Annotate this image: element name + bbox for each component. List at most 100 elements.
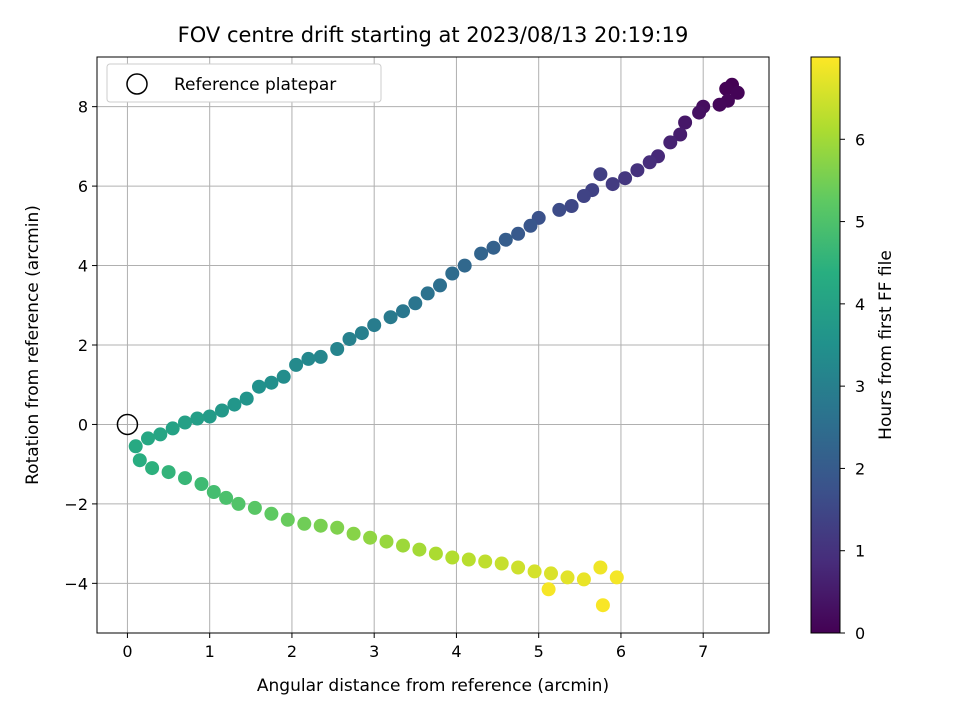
- data-point: [576, 189, 591, 203]
- data-point: [544, 566, 558, 581]
- data-point: [178, 415, 192, 430]
- data-point: [396, 538, 410, 553]
- data-point: [474, 246, 489, 261]
- data-point: [363, 530, 378, 545]
- data-point: [498, 232, 513, 247]
- data-point: [719, 81, 734, 96]
- data-point: [618, 171, 633, 186]
- data-point: [712, 97, 727, 112]
- data-point: [247, 500, 262, 515]
- chart-title: FOV centre drift starting at 2023/08/13 …: [178, 23, 689, 47]
- data-point: [379, 534, 394, 549]
- data-point: [663, 135, 678, 150]
- data-point: [132, 453, 147, 468]
- x-tick-label: 1: [205, 642, 215, 661]
- data-point: [354, 326, 369, 341]
- data-point: [420, 286, 435, 301]
- data-point: [593, 167, 608, 182]
- data-point: [289, 357, 304, 372]
- data-point: [206, 485, 221, 499]
- data-point: [178, 471, 192, 486]
- data-point: [445, 550, 460, 565]
- data-point: [313, 349, 328, 364]
- colorbar: 0 1 2 3 4 5 6 Hours from first FF file: [810, 56, 896, 643]
- data-point: [330, 342, 345, 356]
- x-tick-label: 6: [616, 642, 626, 661]
- data-point: [161, 465, 176, 480]
- x-tick-label: 5: [534, 642, 544, 661]
- data-point: [219, 490, 234, 505]
- y-tick-label: 0: [78, 415, 88, 434]
- y-tick-label: 2: [78, 336, 88, 355]
- x-axis-label: Angular distance from reference (arcmin): [257, 676, 609, 696]
- data-point: [202, 409, 217, 424]
- y-tick-label: 8: [78, 98, 88, 117]
- data-point: [297, 516, 312, 531]
- data-point: [494, 556, 509, 571]
- y-tick-label: −2: [64, 495, 88, 514]
- grid: [97, 57, 769, 633]
- y-axis-ticks: −4 −2 0 2 4 6 8: [64, 98, 97, 593]
- data-point: [642, 155, 657, 170]
- data-point: [396, 304, 410, 319]
- data-point: [511, 226, 526, 241]
- data-point: [215, 403, 229, 418]
- x-tick-label: 4: [451, 642, 461, 661]
- data-point: [445, 266, 460, 281]
- data-point: [630, 163, 645, 178]
- data-point: [433, 278, 447, 293]
- colorbar-tick-label: 0: [855, 624, 865, 643]
- data-point: [428, 546, 443, 561]
- data-point: [412, 542, 427, 557]
- legend-label: Reference platepar: [174, 75, 336, 95]
- data-point: [523, 218, 538, 233]
- data-point: [145, 461, 160, 476]
- data-point: [673, 127, 688, 142]
- data-point: [153, 427, 168, 442]
- data-point: [264, 506, 279, 521]
- data-point: [541, 582, 556, 597]
- data-point: [383, 310, 398, 325]
- data-point: [264, 375, 279, 390]
- data-point: [478, 554, 493, 569]
- x-tick-label: 2: [287, 642, 297, 661]
- x-tick-label: 0: [122, 642, 132, 661]
- reference-platepar-marker: [116, 413, 139, 436]
- y-tick-label: 6: [78, 177, 88, 196]
- data-point: [280, 512, 295, 527]
- data-point: [730, 85, 745, 100]
- colorbar-ticks: 0 1 2 3 4 5 6: [840, 130, 865, 643]
- colorbar-gradient: [810, 56, 841, 634]
- y-axis-label: Rotation from reference (arcmin): [23, 205, 43, 485]
- data-point: [576, 572, 591, 587]
- data-point: [692, 105, 707, 120]
- data-point: [330, 520, 345, 535]
- data-point: [457, 258, 472, 273]
- data-point: [276, 369, 291, 384]
- data-point: [408, 296, 423, 311]
- colorbar-tick-label: 3: [855, 377, 865, 396]
- colorbar-tick-label: 1: [855, 542, 865, 561]
- data-point: [609, 570, 624, 585]
- data-point: [252, 379, 266, 394]
- y-tick-label: −4: [64, 574, 88, 593]
- data-point: [128, 439, 143, 454]
- data-point: [346, 526, 361, 541]
- x-axis-ticks: 0 1 2 3 4 5 6 7: [122, 633, 708, 661]
- x-tick-label: 3: [369, 642, 379, 661]
- y-tick-label: 4: [78, 257, 88, 276]
- data-point: [342, 332, 357, 346]
- x-tick-label: 7: [698, 642, 708, 661]
- data-point: [486, 240, 501, 255]
- legend: Reference platepar: [106, 63, 382, 103]
- data-point: [194, 477, 209, 491]
- data-point: [552, 202, 567, 217]
- data-point: [560, 570, 575, 585]
- data-point: [367, 318, 382, 333]
- data-point: [227, 397, 242, 412]
- data-point: [231, 496, 246, 511]
- colorbar-tick-label: 4: [855, 295, 865, 314]
- data-point: [190, 411, 205, 426]
- legend-marker: [126, 73, 148, 95]
